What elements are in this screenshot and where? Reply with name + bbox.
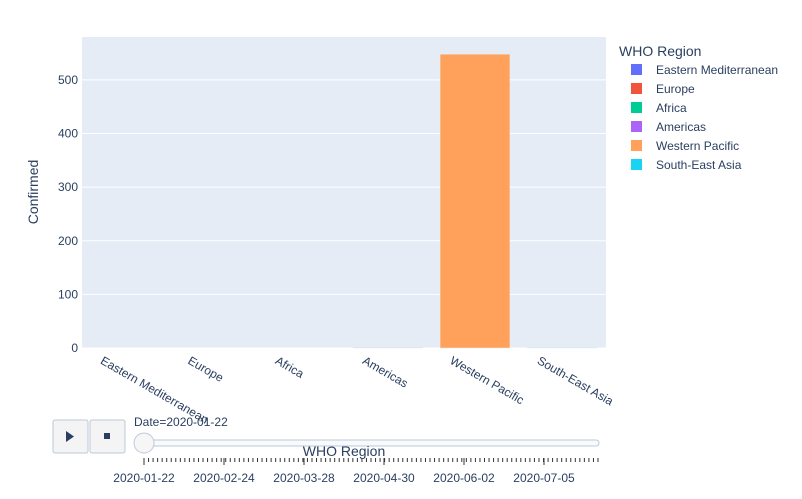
- y-tick-label: 300: [58, 180, 78, 194]
- y-tick-label: 500: [58, 73, 78, 87]
- bar[interactable]: [352, 347, 423, 349]
- legend-label: Americas: [656, 120, 706, 134]
- x-tick-label: Europe: [186, 353, 227, 385]
- y-tick-label: 0: [71, 341, 78, 355]
- legend: WHO Region Eastern Mediterranean Europe Af…: [619, 43, 778, 172]
- bar[interactable]: [527, 347, 598, 349]
- legend-swatch: [631, 102, 642, 113]
- gridlines: [82, 79, 606, 349]
- legend-item[interactable]: South-East Asia: [631, 158, 742, 172]
- x-tick-label: Americas: [360, 353, 410, 390]
- play-icon: [66, 431, 74, 442]
- y-axis-title: Confirmed: [25, 160, 41, 225]
- legend-item[interactable]: Europe: [631, 82, 695, 96]
- play-button[interactable]: [52, 419, 89, 454]
- slider-current-label: Date=2020-01-22: [134, 415, 228, 429]
- y-tick-label: 200: [58, 234, 78, 248]
- legend-item[interactable]: Eastern Mediterranean: [631, 63, 778, 77]
- legend-swatch: [631, 121, 642, 132]
- legend-label: Western Pacific: [656, 139, 739, 153]
- legend-item[interactable]: Western Pacific: [631, 139, 739, 153]
- x-axis-title: WHO Region: [303, 443, 385, 459]
- x-tick-label: Western Pacific: [448, 353, 527, 407]
- legend-swatch: [631, 140, 642, 151]
- legend-item[interactable]: Africa: [631, 101, 687, 115]
- slider-tick-label[interactable]: 2020-01-22: [113, 471, 175, 485]
- bars: [352, 53, 598, 349]
- stop-icon: [104, 433, 110, 439]
- stop-button[interactable]: [89, 419, 126, 454]
- slider-tick-label[interactable]: 2020-06-02: [433, 471, 495, 485]
- x-tick-label: South-East Asia: [535, 353, 616, 408]
- legend-swatch: [631, 159, 642, 170]
- slider-ticks: [143, 458, 599, 465]
- y-tick-label: 100: [58, 287, 78, 301]
- slider-tick-label[interactable]: 2020-03-28: [273, 471, 335, 485]
- y-tick-labels: 0 100 200 300 400 500: [58, 73, 78, 355]
- legend-item[interactable]: Americas: [631, 120, 706, 134]
- legend-label: Eastern Mediterranean: [656, 63, 778, 77]
- y-tick-label: 400: [58, 127, 78, 141]
- slider-tick-label[interactable]: 2020-07-05: [513, 471, 575, 485]
- slider-tick-label[interactable]: 2020-02-24: [193, 471, 255, 485]
- slider-tick-labels: 2020-01-22 2020-02-24 2020-03-28 2020-04-30…: [113, 471, 575, 485]
- x-tick-label: Africa: [273, 353, 307, 381]
- plot-background: [82, 37, 606, 348]
- bar[interactable]: [439, 53, 511, 349]
- slider-handle[interactable]: [133, 432, 155, 454]
- legend-swatch: [631, 83, 642, 94]
- legend-label: Europe: [656, 82, 695, 96]
- legend-title: WHO Region: [619, 43, 701, 59]
- legend-label: Africa: [656, 101, 687, 115]
- legend-label: South-East Asia: [656, 158, 742, 172]
- legend-swatch: [631, 64, 642, 75]
- slider-tick-label[interactable]: 2020-04-30: [353, 471, 415, 485]
